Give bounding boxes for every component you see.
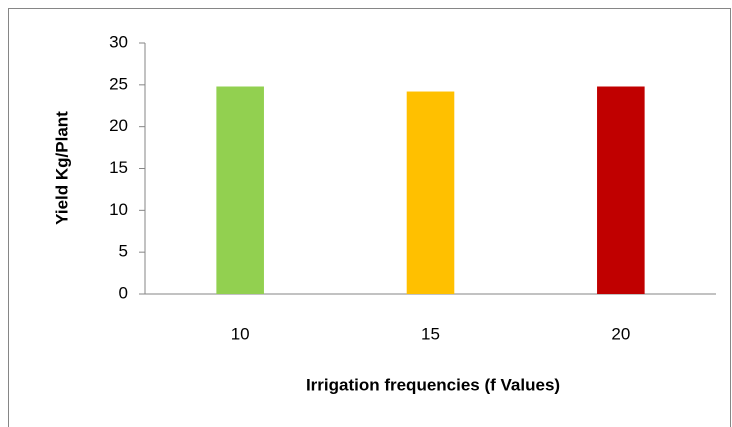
- x-tick-label: 10: [231, 324, 250, 343]
- y-tick-label: 20: [109, 116, 128, 135]
- y-tick-label: 25: [109, 74, 128, 93]
- x-tick-label: 20: [611, 324, 630, 343]
- y-tick-label: 15: [109, 158, 128, 177]
- x-tick-label: 15: [421, 324, 440, 343]
- y-tick-label: 10: [109, 200, 128, 219]
- bar: [216, 86, 264, 294]
- bar: [406, 91, 455, 294]
- x-axis-title: Irrigation frequencies (f Values): [306, 375, 560, 394]
- y-axis-title: Yield Kg/Plant: [52, 111, 71, 225]
- y-tick-label: 0: [119, 283, 128, 302]
- bar: [597, 86, 645, 294]
- y-tick-label: 30: [109, 32, 128, 51]
- y-tick-label: 5: [119, 242, 128, 261]
